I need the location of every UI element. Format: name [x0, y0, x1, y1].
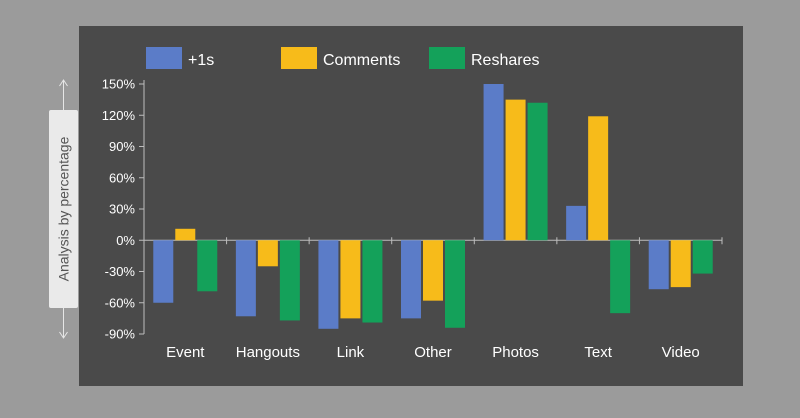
legend-swatch — [281, 47, 317, 69]
y-axis-label-background — [49, 110, 78, 308]
bar-reshares-event — [197, 240, 218, 292]
legend-label: Reshares — [471, 52, 539, 69]
y-tick-label: -90% — [105, 327, 136, 342]
y-tick-label: -30% — [105, 264, 136, 279]
x-category-label: Hangouts — [236, 344, 300, 361]
x-category-label: Link — [337, 344, 365, 361]
x-category-label: Text — [584, 344, 612, 361]
y-tick-label: 150% — [102, 77, 136, 92]
arrow-up-icon — [59, 79, 68, 87]
legend-swatch — [146, 47, 182, 69]
y-tick-label: 60% — [109, 170, 135, 185]
bar-comments-event — [175, 228, 196, 241]
legend: +1s Comments Reshares — [146, 47, 539, 69]
y-axis-label-box: Analysis by percentage — [49, 79, 78, 339]
legend-label: Comments — [323, 52, 400, 69]
bar-reshares-link — [362, 240, 383, 323]
bar-reshares-photos — [527, 102, 548, 241]
bar-comments-link — [340, 240, 361, 319]
bar-1s-photos — [483, 84, 504, 241]
chart-panel — [79, 26, 743, 386]
axes: 150% 120% 90% 60% 30% 0% -30% -60% -90% Event Hang… — [102, 77, 723, 361]
bar-1s-video — [648, 240, 669, 290]
bar-comments-photos — [505, 99, 526, 241]
bar-1s-link — [318, 240, 339, 329]
x-category-label: Other — [414, 344, 452, 361]
bar-reshares-video — [692, 240, 713, 274]
bar-reshares-other — [445, 240, 465, 328]
bars — [153, 84, 713, 329]
bar-reshares-text — [610, 240, 631, 314]
bar-1s-other — [401, 240, 421, 319]
bar-comments-text — [588, 116, 609, 241]
bar-1s-hangouts — [235, 240, 256, 317]
legend-swatch — [429, 47, 465, 69]
y-tick-label: 0% — [116, 233, 135, 248]
y-tick-label: 90% — [109, 139, 135, 154]
bar-comments-video — [670, 240, 691, 288]
bar-reshares-hangouts — [279, 240, 300, 321]
bar-1s-text — [566, 205, 587, 241]
bar-comments-hangouts — [257, 240, 278, 267]
y-tick-label: 120% — [102, 108, 136, 123]
y-tick-label: 30% — [109, 202, 135, 217]
x-category-label: Event — [166, 344, 205, 361]
y-tick-label: -60% — [105, 295, 136, 310]
x-category-label: Video — [662, 344, 700, 361]
y-axis-label: Analysis by percentage — [56, 136, 72, 281]
arrow-down-icon — [59, 331, 68, 339]
legend-label: +1s — [188, 52, 214, 69]
bar-comments-other — [423, 240, 443, 301]
bar-1s-event — [153, 240, 174, 303]
x-category-label: Photos — [492, 344, 539, 361]
